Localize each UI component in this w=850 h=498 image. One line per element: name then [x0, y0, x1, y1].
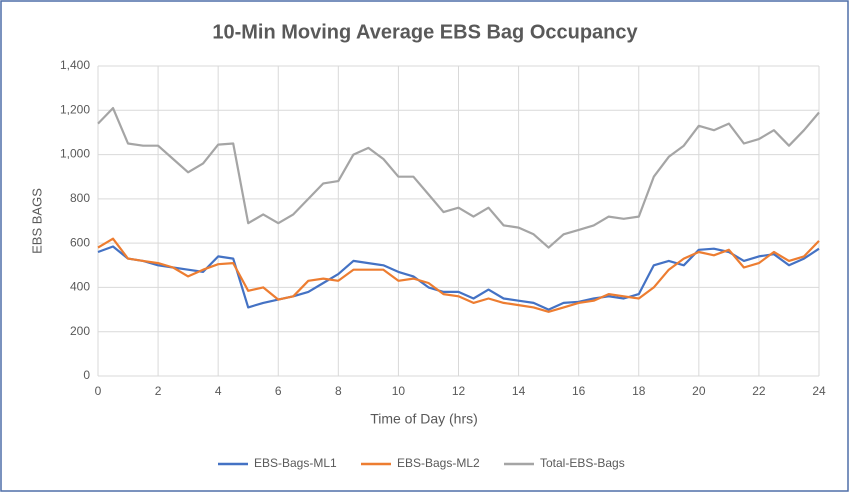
series-line [97, 245, 820, 311]
series-line [97, 237, 820, 313]
x-tick-label: 6 [275, 384, 282, 398]
legend-label: Total-EBS-Bags [540, 456, 625, 470]
x-tick-label: 10 [392, 384, 406, 398]
y-tick-label: 600 [70, 235, 90, 249]
y-tick-label: 200 [70, 324, 90, 338]
y-tick-label: 1,000 [60, 147, 90, 161]
x-tick-label: 0 [95, 384, 102, 398]
x-tick-label: 12 [452, 384, 466, 398]
x-tick-label: 22 [752, 384, 766, 398]
x-tick-label: 24 [812, 384, 826, 398]
y-tick-label: 400 [70, 280, 90, 294]
x-tick-label: 14 [512, 384, 526, 398]
x-axis-label: Time of Day (hrs) [370, 411, 478, 427]
legend-label: EBS-Bags-ML1 [254, 456, 337, 470]
x-tick-label: 16 [572, 384, 586, 398]
y-tick-label: 1,400 [60, 58, 90, 72]
x-tick-label: 2 [155, 384, 162, 398]
y-tick-label: 800 [70, 191, 90, 205]
y-tick-label: 0 [83, 368, 90, 382]
x-tick-label: 20 [692, 384, 706, 398]
y-tick-label: 1,200 [60, 102, 90, 116]
x-tick-label: 4 [215, 384, 222, 398]
chart-title: 10-Min Moving Average EBS Bag Occupancy [212, 21, 638, 43]
y-axis-label: EBS BAGS [29, 188, 44, 254]
legend-label: EBS-Bags-ML2 [397, 456, 480, 470]
x-tick-label: 8 [335, 384, 342, 398]
x-tick-label: 18 [632, 384, 646, 398]
series-line [97, 107, 820, 249]
